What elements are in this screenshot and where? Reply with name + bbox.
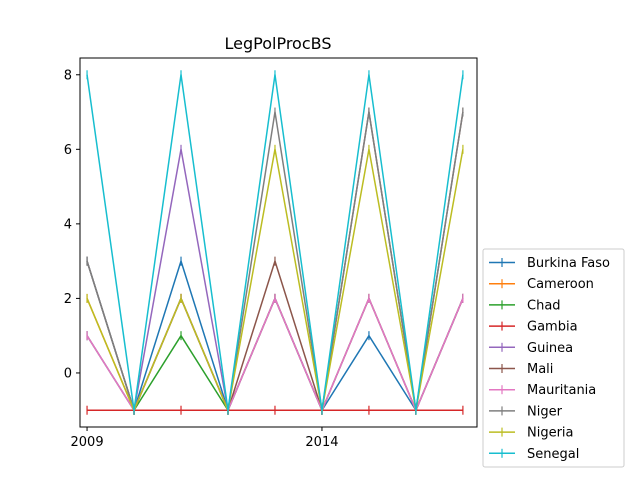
series-gambia <box>86 405 464 415</box>
series-burkina-faso <box>86 256 464 415</box>
plot-area: 0 2 4 6 8 2009 2014 <box>64 57 478 450</box>
series-guinea <box>86 144 464 415</box>
legend-label: Gambia <box>527 320 578 335</box>
legend-label: Niger <box>527 404 563 419</box>
y-tick-label: 2 <box>64 292 72 307</box>
x-tick-label: 2014 <box>305 435 338 450</box>
series-line <box>86 148 464 411</box>
chart-title: LegPolProcBS <box>225 34 332 53</box>
x-tick-label: 2009 <box>71 435 104 450</box>
legend: Burkina Faso Cameroon Chad Gambia Guinea Mali… <box>482 248 625 468</box>
y-tick-label: 6 <box>64 143 72 158</box>
legend-label: Cameroon <box>527 277 594 292</box>
legend-frame <box>482 248 625 468</box>
legend-item: Mali <box>489 362 553 377</box>
legend-item: Nigeria <box>489 426 574 441</box>
y-tick-label: 0 <box>64 366 72 381</box>
legend-label: Mali <box>527 362 553 377</box>
legend-item: Mauritania <box>489 383 596 398</box>
legend-label: Nigeria <box>527 426 574 441</box>
series-nigeria <box>86 144 464 415</box>
legend-label: Chad <box>527 298 561 313</box>
legend-label: Guinea <box>527 341 573 356</box>
legend-label: Senegal <box>527 447 579 462</box>
legend-item: Guinea <box>489 341 573 356</box>
y-tick-label: 4 <box>64 217 72 232</box>
series-line <box>86 148 464 411</box>
axes-frame <box>79 57 478 428</box>
legend-label: Mauritania <box>527 383 596 398</box>
series-senegal <box>86 70 464 415</box>
legend-item: Gambia <box>489 320 578 335</box>
legend-item: Burkina Faso <box>489 256 610 271</box>
legend-item: Chad <box>489 298 561 313</box>
y-tick-label: 8 <box>64 68 72 83</box>
legend-label: Burkina Faso <box>527 256 610 271</box>
legend-item: Senegal <box>489 447 579 462</box>
legend-item: Niger <box>489 404 563 419</box>
legend-item: Cameroon <box>489 277 594 292</box>
